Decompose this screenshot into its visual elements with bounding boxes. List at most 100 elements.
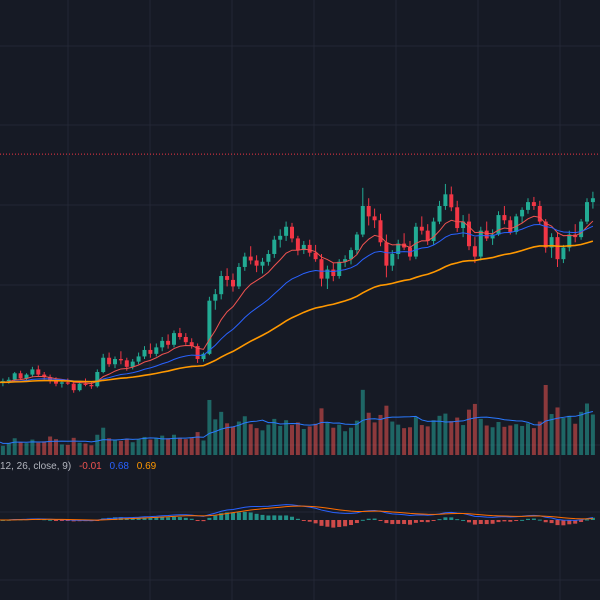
candle-body: [118, 359, 123, 361]
macd-hist-bar: [549, 520, 554, 524]
macd-hist-bar: [419, 520, 424, 522]
macd-hist-bar: [360, 519, 365, 521]
macd-hist-bar: [520, 519, 525, 521]
volume-bar: [590, 414, 595, 455]
volume-bar: [390, 421, 395, 455]
candle-body: [443, 194, 448, 206]
candle-body: [354, 234, 359, 251]
macd-hist-bar: [384, 520, 389, 524]
macd-hist-bar: [467, 520, 471, 523]
macd-hist-bar: [272, 515, 277, 520]
macd-hist-bar: [166, 517, 171, 520]
candle-body: [301, 244, 306, 251]
macd-hist-bar: [142, 517, 147, 520]
candle-body: [177, 333, 182, 337]
macd-signal-line: [0, 505, 593, 521]
candle-body: [366, 206, 371, 217]
macd-hist-bar: [508, 520, 513, 522]
volume-bar: [413, 417, 418, 455]
volume-bar: [231, 426, 235, 455]
volume-bar: [567, 415, 572, 455]
macd-hist-bar: [396, 520, 401, 524]
macd-hist-bar: [561, 520, 566, 526]
volume-bar: [284, 420, 289, 455]
volume-bar: [48, 436, 53, 455]
macd-hist-bar: [231, 512, 235, 520]
macd-hist-bar: [449, 517, 454, 520]
volume-bar: [54, 439, 58, 455]
macd-hist-bar: [54, 520, 58, 521]
volume-bar: [183, 439, 188, 455]
candle-body: [543, 221, 548, 248]
volume-bar: [402, 428, 407, 455]
candle-body: [295, 238, 300, 251]
candle-body: [319, 259, 324, 279]
macd-hist-bar: [313, 520, 318, 524]
macd-hist-bar: [585, 519, 589, 521]
candle-body: [520, 209, 525, 217]
macd-hist-bar: [567, 520, 572, 525]
macd-hist-bar: [284, 515, 289, 520]
candle-body: [514, 216, 519, 232]
volume-bar: [142, 436, 147, 455]
candle-body: [461, 221, 466, 229]
macd-hist-bar: [172, 516, 176, 520]
macd-hist-bar: [437, 519, 442, 521]
candle-body: [425, 230, 430, 242]
volume-bar: [172, 434, 176, 455]
candle-body: [555, 237, 560, 260]
macd-hist-bar: [295, 518, 300, 520]
macd-hist-bar: [148, 517, 153, 520]
candle-body: [236, 266, 241, 287]
candle-body: [396, 243, 401, 254]
volume-bar: [319, 408, 324, 455]
candle-body: [531, 202, 536, 206]
candle-body: [490, 234, 495, 239]
macd-hist-bar: [478, 520, 483, 525]
candle-body: [567, 234, 572, 248]
volume-bar: [166, 438, 171, 455]
volume-bar: [579, 411, 584, 455]
candle-body: [290, 226, 294, 239]
candle-body: [166, 340, 171, 345]
volume-bar: [266, 424, 271, 455]
volume-bar: [325, 422, 330, 455]
candle-body: [18, 373, 23, 379]
volume-bar: [337, 424, 342, 455]
macd-hist-bar: [496, 520, 501, 523]
macd-hist-bar: [455, 519, 460, 521]
volume-bar: [189, 437, 194, 455]
volume-bar: [467, 409, 471, 455]
volume-bar: [431, 420, 436, 455]
macd-hist-bar: [189, 518, 194, 520]
macd-hist-bar: [48, 519, 53, 521]
volume-bar: [195, 432, 200, 455]
macd-hist-bar: [248, 512, 253, 520]
macd-hist-bar: [573, 520, 578, 524]
candle-body: [537, 206, 542, 222]
volume-bar: [372, 422, 377, 455]
macd-hist-bar: [413, 520, 418, 523]
candle-body: [579, 221, 584, 238]
volume-bar: [148, 439, 153, 455]
candle-body: [154, 347, 159, 354]
volume-bar: [378, 414, 383, 455]
macd-hist-bar: [219, 513, 224, 520]
candle-body: [337, 261, 342, 277]
candle-body: [219, 276, 224, 295]
volume-bar: [154, 437, 159, 455]
candle-body: [590, 198, 595, 203]
candle-body: [390, 253, 395, 266]
candle-body: [384, 242, 389, 266]
candle-body: [372, 216, 377, 221]
macd-legend: 12, 26, close, 9) -0.01 0.68 0.69: [0, 461, 161, 472]
volume-bar: [36, 442, 41, 455]
volume-bar: [514, 424, 519, 455]
volume-bar: [95, 434, 100, 455]
candle-body: [360, 206, 365, 235]
candle-body: [278, 235, 283, 240]
volume-bar: [77, 442, 82, 455]
candle-body: [378, 220, 383, 243]
